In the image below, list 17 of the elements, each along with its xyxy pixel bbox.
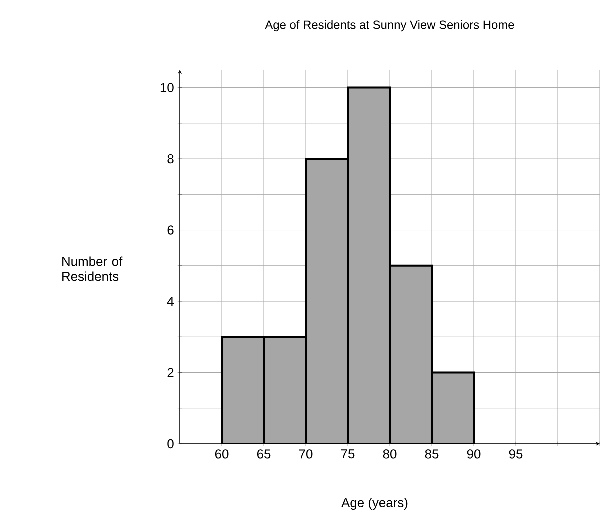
x-tick-label: 90 [467,450,481,459]
x-tick-label: 95 [509,450,523,459]
x-axis-title: Age (years) [342,498,408,510]
chart-title: Age of Residents at Sunny View Seniors Home [265,20,514,32]
x-tick-label: 65 [257,450,271,459]
y-tick-label: 6 [168,226,174,235]
x-tick-label: 85 [425,450,439,459]
x-tick-label: 75 [341,450,355,459]
y-tick-label: 8 [168,154,174,164]
x-tick-label: 80 [383,450,397,459]
y-axis-title: Number of Residents [62,256,123,282]
y-tick-label: 10 [160,83,174,92]
x-tick-label: 70 [299,450,313,459]
y-tick-label: 2 [168,368,174,378]
y-tick-label: 4 [167,297,174,306]
x-tick-label: 60 [215,450,229,459]
y-tick-label: 0 [168,439,174,449]
